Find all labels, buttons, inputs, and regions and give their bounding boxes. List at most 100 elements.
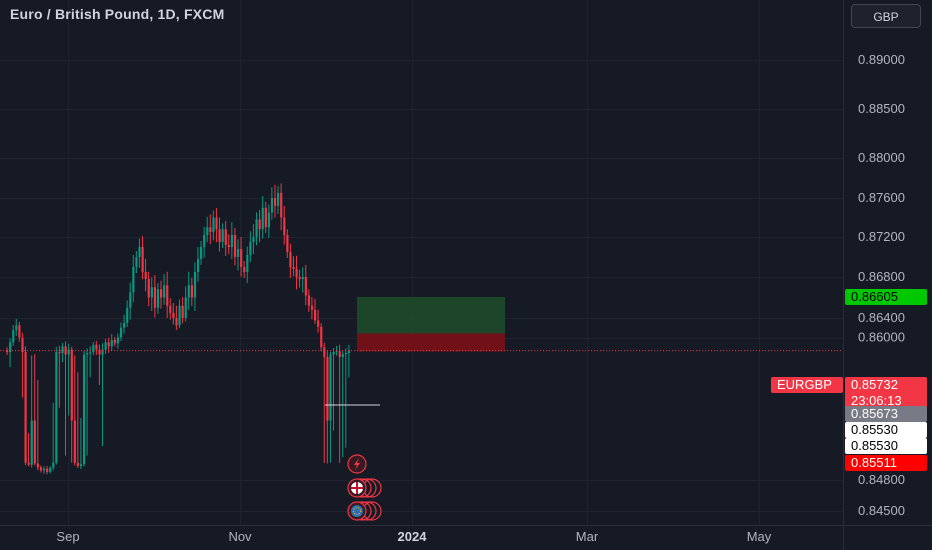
eu-flag-icon xyxy=(347,501,382,521)
candle-body xyxy=(166,285,169,306)
candle-body xyxy=(323,347,326,357)
candle-body xyxy=(249,242,252,255)
candle-body xyxy=(261,207,264,230)
symbol-tag: EURGBP xyxy=(771,377,843,393)
candle-body xyxy=(33,420,36,464)
candle-body xyxy=(240,249,243,267)
candle-body xyxy=(280,193,283,218)
bar-countdown: 23:06:13 xyxy=(851,393,902,408)
candle-body xyxy=(46,468,49,472)
candle-body xyxy=(107,342,110,347)
loss-zone xyxy=(357,333,505,352)
candle-body xyxy=(310,305,314,310)
chart-title: Euro / British Pound, 1D, FXCM xyxy=(10,6,225,22)
time-tick-label: May xyxy=(747,529,772,544)
price-axis: 0.89000 0.88500 0.88000 0.87600 0.87200 0.868… xyxy=(858,52,905,518)
candle-body xyxy=(126,307,129,323)
candle-body xyxy=(58,352,61,354)
candle-body xyxy=(246,255,249,272)
candle-body xyxy=(39,467,43,471)
candles xyxy=(0,183,843,475)
candle-body xyxy=(129,292,132,308)
candle-body xyxy=(73,420,76,463)
candle-body xyxy=(169,305,172,313)
candle-body xyxy=(178,305,181,326)
price-tick-label: 0.86400 xyxy=(858,310,905,325)
candle-body xyxy=(200,247,203,259)
candle-body xyxy=(76,462,80,467)
candle-body xyxy=(301,277,304,280)
candle-body xyxy=(320,326,323,348)
candle-body xyxy=(237,249,240,257)
price-tick-label: 0.86000 xyxy=(858,330,905,345)
candle-body xyxy=(196,259,200,272)
candle-body xyxy=(55,352,58,463)
candle-body xyxy=(341,354,344,357)
candle-body xyxy=(292,267,295,269)
candle-body xyxy=(326,357,329,421)
candle-body xyxy=(304,277,307,296)
price-tick-label: 0.87200 xyxy=(858,229,905,244)
candle-body xyxy=(27,462,30,465)
candle-body xyxy=(286,235,289,252)
price-tag: 0.85530 xyxy=(845,422,927,438)
candle-body xyxy=(150,287,153,298)
candle-body xyxy=(95,344,98,350)
price-tag: 0.86605 xyxy=(845,289,927,305)
candle-body xyxy=(98,349,101,355)
candle-body xyxy=(144,272,147,280)
candle-body xyxy=(12,330,15,343)
candle-body xyxy=(289,252,292,267)
candle-body xyxy=(153,287,157,308)
candle-body xyxy=(119,327,123,338)
candle-body xyxy=(283,217,286,236)
candle-body xyxy=(181,305,184,318)
position-zones xyxy=(357,296,505,352)
time-tick-label: 2024 xyxy=(398,529,428,544)
flag-bg xyxy=(351,505,363,517)
candle-body xyxy=(332,352,335,355)
candle-body xyxy=(190,285,193,298)
candle-body xyxy=(206,227,209,236)
candle-body xyxy=(172,312,175,318)
price-tag: 0.85530 xyxy=(845,438,927,454)
candle-body xyxy=(104,342,107,350)
candle-body xyxy=(243,267,246,272)
candle-body xyxy=(86,353,89,355)
candle-body xyxy=(227,245,230,247)
currency-button[interactable]: GBP xyxy=(851,4,921,28)
candle-body xyxy=(132,267,135,293)
time-tick-label: Nov xyxy=(228,529,252,544)
candle-body xyxy=(317,320,320,327)
candle-body xyxy=(113,339,116,344)
uk-flag-icon xyxy=(347,478,382,498)
candle-body xyxy=(187,285,190,298)
candle-body xyxy=(252,237,255,242)
candle-body xyxy=(233,235,237,257)
candle-body xyxy=(175,318,178,326)
candle-body xyxy=(24,352,27,463)
last-price-tag: 0.85732 23:06:13 xyxy=(845,377,927,409)
candle-body xyxy=(89,352,92,354)
candle-body xyxy=(15,325,18,331)
price-tag: 0.85673 xyxy=(845,406,927,422)
profit-zone xyxy=(357,296,505,334)
candle-body xyxy=(42,468,46,471)
candle-body xyxy=(212,217,215,233)
last-price-value: 0.85732 xyxy=(851,377,898,392)
candle-body xyxy=(18,325,21,338)
candle-body xyxy=(215,217,218,230)
price-tick-label: 0.84800 xyxy=(858,472,905,487)
time-axis: Sep Nov 2024 Mar May xyxy=(56,529,771,544)
candle-body xyxy=(116,337,120,344)
candle-body xyxy=(203,235,206,247)
candle-body xyxy=(273,198,277,206)
candle-body xyxy=(295,269,298,277)
candle-body xyxy=(224,229,227,245)
price-tick-label: 0.86800 xyxy=(858,269,905,284)
candle-body xyxy=(209,227,212,233)
candle-body xyxy=(163,285,166,298)
